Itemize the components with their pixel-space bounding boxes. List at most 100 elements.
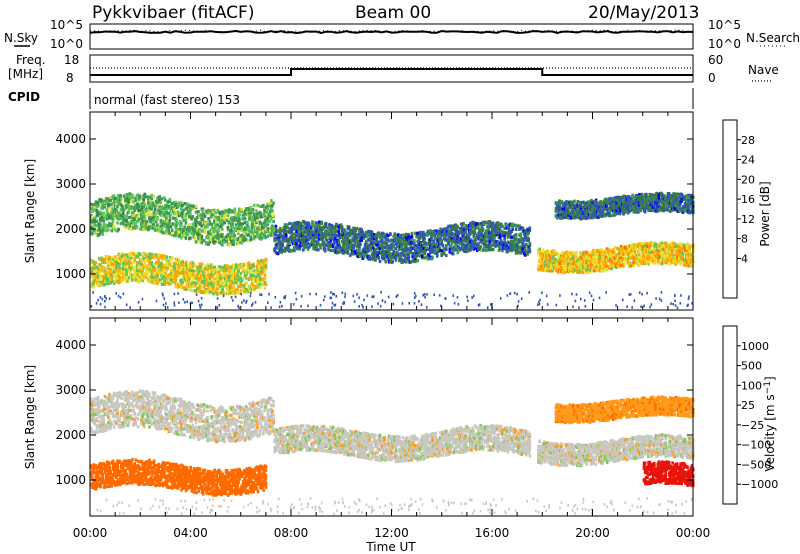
power-echo-cell: [328, 224, 331, 228]
power-echo-cell: [329, 248, 333, 252]
power-echo-cell: [193, 235, 197, 239]
cpid-row: CPID normal (fast stereo) 153: [8, 88, 694, 109]
power-echo-cell: [236, 273, 239, 277]
power-echo-cell: [206, 268, 210, 272]
power-echo-cell: [133, 208, 136, 212]
power-echo-cell: [247, 261, 251, 265]
power-echo-cell: [169, 205, 173, 209]
power-echo-cell: [226, 233, 230, 237]
power-echo-cell: [510, 230, 513, 234]
power-echo-cell: [504, 232, 508, 236]
power-echo-cell: [294, 225, 297, 229]
power-echo-cell: [259, 215, 263, 219]
power-echo-cell: [350, 252, 353, 256]
power-echo-cell: [213, 241, 216, 245]
power-echo-cell: [469, 225, 472, 229]
power-echo-cell: [319, 243, 322, 247]
power-echo-cell: [117, 227, 120, 232]
power-echo-cell: [423, 252, 426, 256]
power-echo-cell: [221, 227, 224, 232]
power-echo-cell: [294, 222, 297, 226]
power-echo-cell: [305, 232, 308, 236]
power-echo-cell: [217, 226, 221, 231]
power-echo-cell: [312, 247, 315, 251]
power-echo-cell: [246, 221, 249, 225]
power-echo-cell: [426, 257, 430, 261]
power-echo-cell: [174, 225, 177, 229]
power-echo-cell: [235, 281, 238, 285]
power-echo-cell: [299, 223, 303, 227]
power-echo-cell: [213, 220, 216, 224]
power-echo-cell: [538, 247, 541, 251]
power-echo-cell: [272, 226, 275, 230]
power-echo-cell: [416, 245, 419, 249]
power-echo-cell: [113, 201, 117, 205]
power-echo-cell: [260, 236, 264, 240]
power-echo-cell: [153, 228, 157, 232]
power-echo-cell: [114, 257, 117, 261]
power-echo-cell: [252, 273, 255, 277]
power-echo-cell: [139, 195, 142, 199]
power-echo-cell: [174, 201, 177, 205]
power-echo-cell: [315, 231, 319, 236]
power-echo-cell: [449, 230, 453, 234]
power-echo-cell: [414, 260, 417, 264]
freq-series: [90, 68, 693, 76]
power-echo-cell: [368, 232, 371, 236]
power-echo-cell: [225, 264, 229, 268]
power-echo-cell: [186, 225, 190, 229]
power-echo-cell: [98, 233, 101, 237]
power-echo-cell: [330, 231, 334, 235]
power-echo-cell: [119, 197, 123, 202]
power-echo-cell: [100, 274, 103, 278]
power-echo-cell: [320, 229, 323, 233]
power-echo-cell: [165, 217, 168, 221]
power-echo-cell: [426, 233, 430, 237]
power-echo-cell: [262, 229, 265, 233]
power-echo-cell: [236, 287, 239, 291]
power-echo-cell: [472, 245, 476, 249]
power-echo-cell: [487, 234, 490, 238]
power-echo-cell: [359, 242, 362, 246]
power-echo-cell: [119, 194, 123, 198]
power-echo-cell: [249, 238, 253, 242]
power-echo-cell: [449, 239, 453, 243]
power-echo-cell: [456, 240, 460, 244]
power-echo-cell: [238, 213, 241, 217]
power-echo-cell: [361, 256, 365, 260]
power-echo-cell: [108, 271, 111, 275]
power-echo-cell: [137, 198, 141, 202]
power-echo-cell: [124, 275, 127, 279]
power-echo-cell: [422, 246, 425, 250]
power-echo-cell: [323, 249, 327, 253]
power-echo-cell: [188, 276, 191, 280]
power-echo-cell: [353, 236, 357, 240]
power-echo-cell: [413, 239, 416, 243]
power-echo-cell: [387, 257, 391, 261]
power-echo-cell: [223, 214, 226, 218]
power-echo-cell: [306, 241, 310, 246]
power-echo-cell: [216, 285, 220, 289]
power-echo-cell: [203, 214, 207, 218]
power-echo-cell: [170, 228, 174, 232]
power-echo-cell: [526, 250, 529, 254]
power-echo-cell: [345, 245, 349, 249]
power-echo-cell: [195, 220, 199, 224]
power-echo-cell: [453, 248, 456, 252]
power-echo-cell: [413, 240, 416, 244]
power-echo-cell: [132, 196, 135, 200]
beam-label: Beam 00: [355, 3, 431, 23]
power-echo-cell: [147, 199, 150, 203]
power-echo-cell: [272, 219, 275, 224]
power-echo-cell: [524, 248, 527, 252]
power-echo-cell: [313, 224, 317, 228]
power-echo-cell: [110, 222, 114, 226]
power-echo-cell: [244, 238, 248, 242]
power-echo-cell: [180, 222, 183, 226]
power-echo-cell: [112, 194, 116, 198]
power-echo-cell: [162, 222, 166, 226]
power-echo-cell: [217, 237, 221, 241]
power-echo-cell: [103, 261, 107, 265]
power-echo-cell: [91, 231, 94, 236]
power-echo-cell: [113, 217, 117, 221]
